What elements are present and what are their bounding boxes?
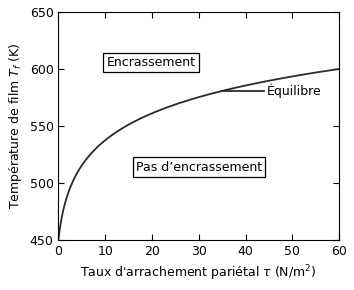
Text: Équilibre: Équilibre [267, 84, 321, 98]
X-axis label: Taux d'arrachement pariétal $\tau$ (N/m$^2$): Taux d'arrachement pariétal $\tau$ (N/m$… [80, 263, 317, 283]
Y-axis label: Température de film $T_f$ (K): Température de film $T_f$ (K) [7, 43, 24, 209]
Text: Encrassement: Encrassement [107, 56, 195, 69]
Text: Pas d’encrassement: Pas d’encrassement [136, 161, 262, 173]
